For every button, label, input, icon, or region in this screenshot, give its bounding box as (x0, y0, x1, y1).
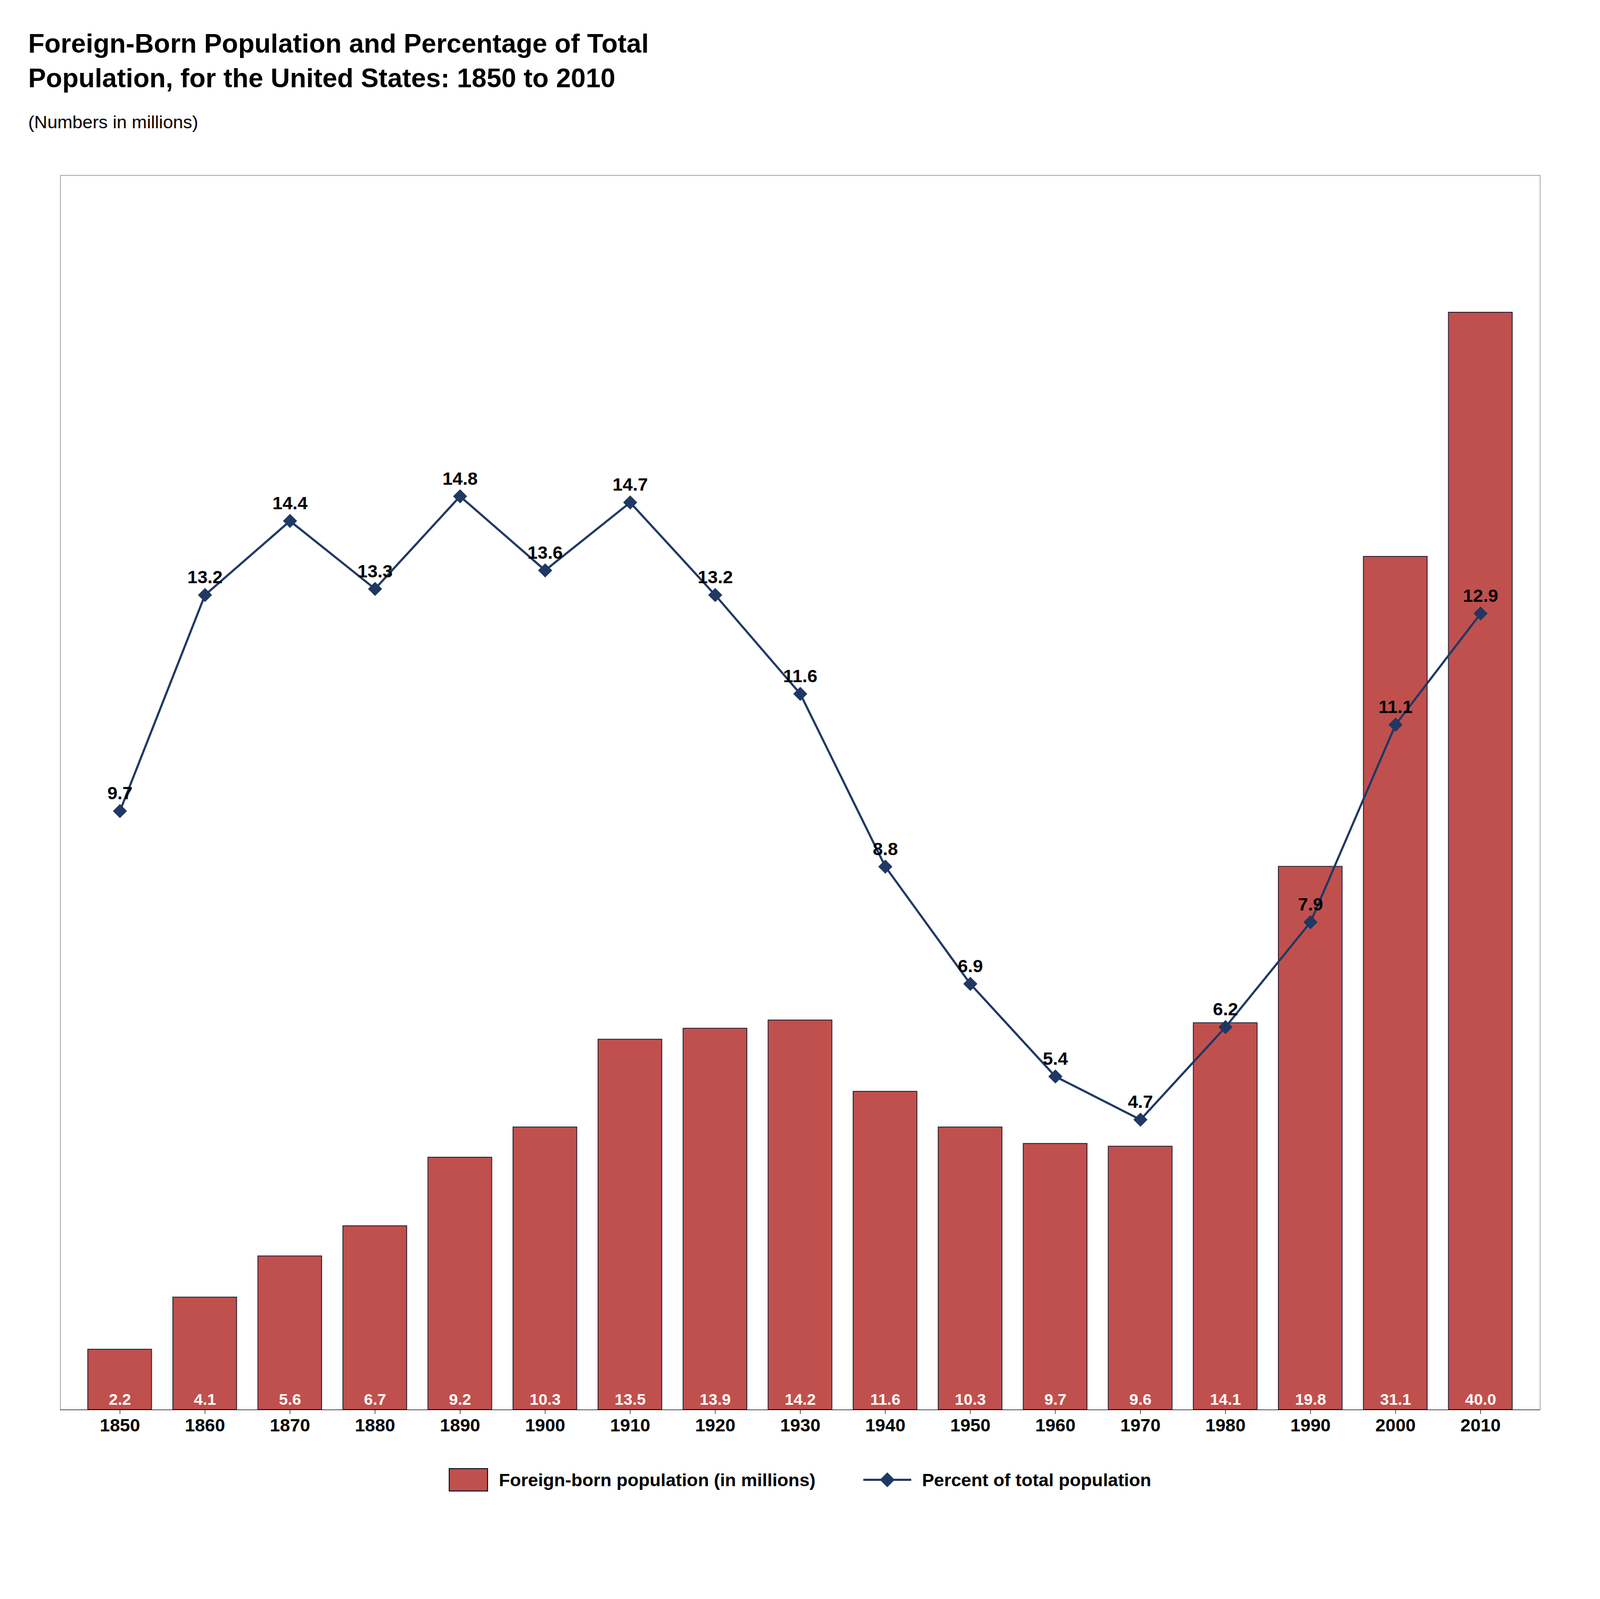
html-text:(Numbers in millions): (Numbers in millions) (28, 111, 199, 133)
svg-text:1850: 1850 (100, 1415, 141, 1436)
svg-text:6.7: 6.7 (364, 1390, 387, 1409)
html-text:Percent of total population: Percent of total population (921, 1469, 1152, 1491)
svg-text:13.5: 13.5 (614, 1390, 646, 1409)
svg-text:13.3: 13.3 (357, 561, 393, 582)
svg-text:1910: 1910 (609, 1415, 651, 1436)
html-text:Foreign-Born Population and Pe: Foreign-Born Population and Percentage o… (28, 28, 649, 94)
svg-text:14.4: 14.4 (272, 492, 308, 514)
svg-text:1870: 1870 (269, 1415, 311, 1436)
svg-text:31.1: 31.1 (1380, 1390, 1412, 1409)
svg-text:1990: 1990 (1290, 1415, 1331, 1436)
html-text:Foreign-born population (in mi: Foreign-born population (in millions) (498, 1469, 816, 1491)
svg-text:9.7: 9.7 (1044, 1390, 1067, 1409)
svg-text:6.9: 6.9 (957, 955, 983, 977)
svg-text:7.9: 7.9 (1297, 894, 1323, 915)
svg-text:14.7: 14.7 (612, 474, 648, 495)
svg-text:12.9: 12.9 (1463, 585, 1499, 606)
svg-text:14.1: 14.1 (1209, 1390, 1241, 1409)
svg-text:19.8: 19.8 (1295, 1390, 1326, 1409)
svg-text:4.7: 4.7 (1127, 1091, 1153, 1112)
svg-text:5.6: 5.6 (278, 1390, 302, 1409)
svg-text:11.6: 11.6 (782, 665, 818, 687)
svg-text:11.6: 11.6 (870, 1390, 901, 1409)
svg-text:13.6: 13.6 (527, 542, 563, 563)
svg-text:9.2: 9.2 (449, 1390, 472, 1409)
svg-text:1930: 1930 (780, 1415, 821, 1436)
svg-text:14.2: 14.2 (784, 1390, 816, 1409)
svg-text:1960: 1960 (1035, 1415, 1076, 1436)
svg-text:10.3: 10.3 (954, 1390, 986, 1409)
svg-text:1920: 1920 (695, 1415, 736, 1436)
svg-text:13.2: 13.2 (187, 566, 223, 588)
svg-text:4.1: 4.1 (193, 1390, 217, 1409)
svg-text:11.1: 11.1 (1378, 696, 1413, 717)
svg-text:9.6: 9.6 (1129, 1390, 1152, 1409)
svg-text:1970: 1970 (1120, 1415, 1161, 1436)
svg-text:13.2: 13.2 (697, 566, 733, 588)
svg-text:1880: 1880 (355, 1415, 396, 1436)
svg-text:1900: 1900 (524, 1415, 566, 1436)
svg-text:13.9: 13.9 (699, 1390, 731, 1409)
svg-text:2.2: 2.2 (108, 1390, 131, 1409)
svg-text:5.4: 5.4 (1042, 1048, 1068, 1069)
svg-text:1980: 1980 (1205, 1415, 1247, 1436)
svg-text:6.2: 6.2 (1213, 999, 1239, 1020)
svg-text:8.8: 8.8 (872, 838, 898, 860)
svg-text:1950: 1950 (950, 1415, 991, 1436)
svg-text:40.0: 40.0 (1464, 1390, 1496, 1409)
svg-text:2000: 2000 (1375, 1415, 1416, 1436)
svg-text:9.7: 9.7 (107, 782, 133, 804)
svg-text:1860: 1860 (184, 1415, 226, 1436)
svg-text:14.8: 14.8 (442, 468, 478, 489)
svg-text:10.3: 10.3 (529, 1390, 561, 1409)
svg-text:1940: 1940 (864, 1415, 906, 1436)
svg-text:2010: 2010 (1460, 1415, 1501, 1436)
svg-text:1890: 1890 (440, 1415, 481, 1436)
